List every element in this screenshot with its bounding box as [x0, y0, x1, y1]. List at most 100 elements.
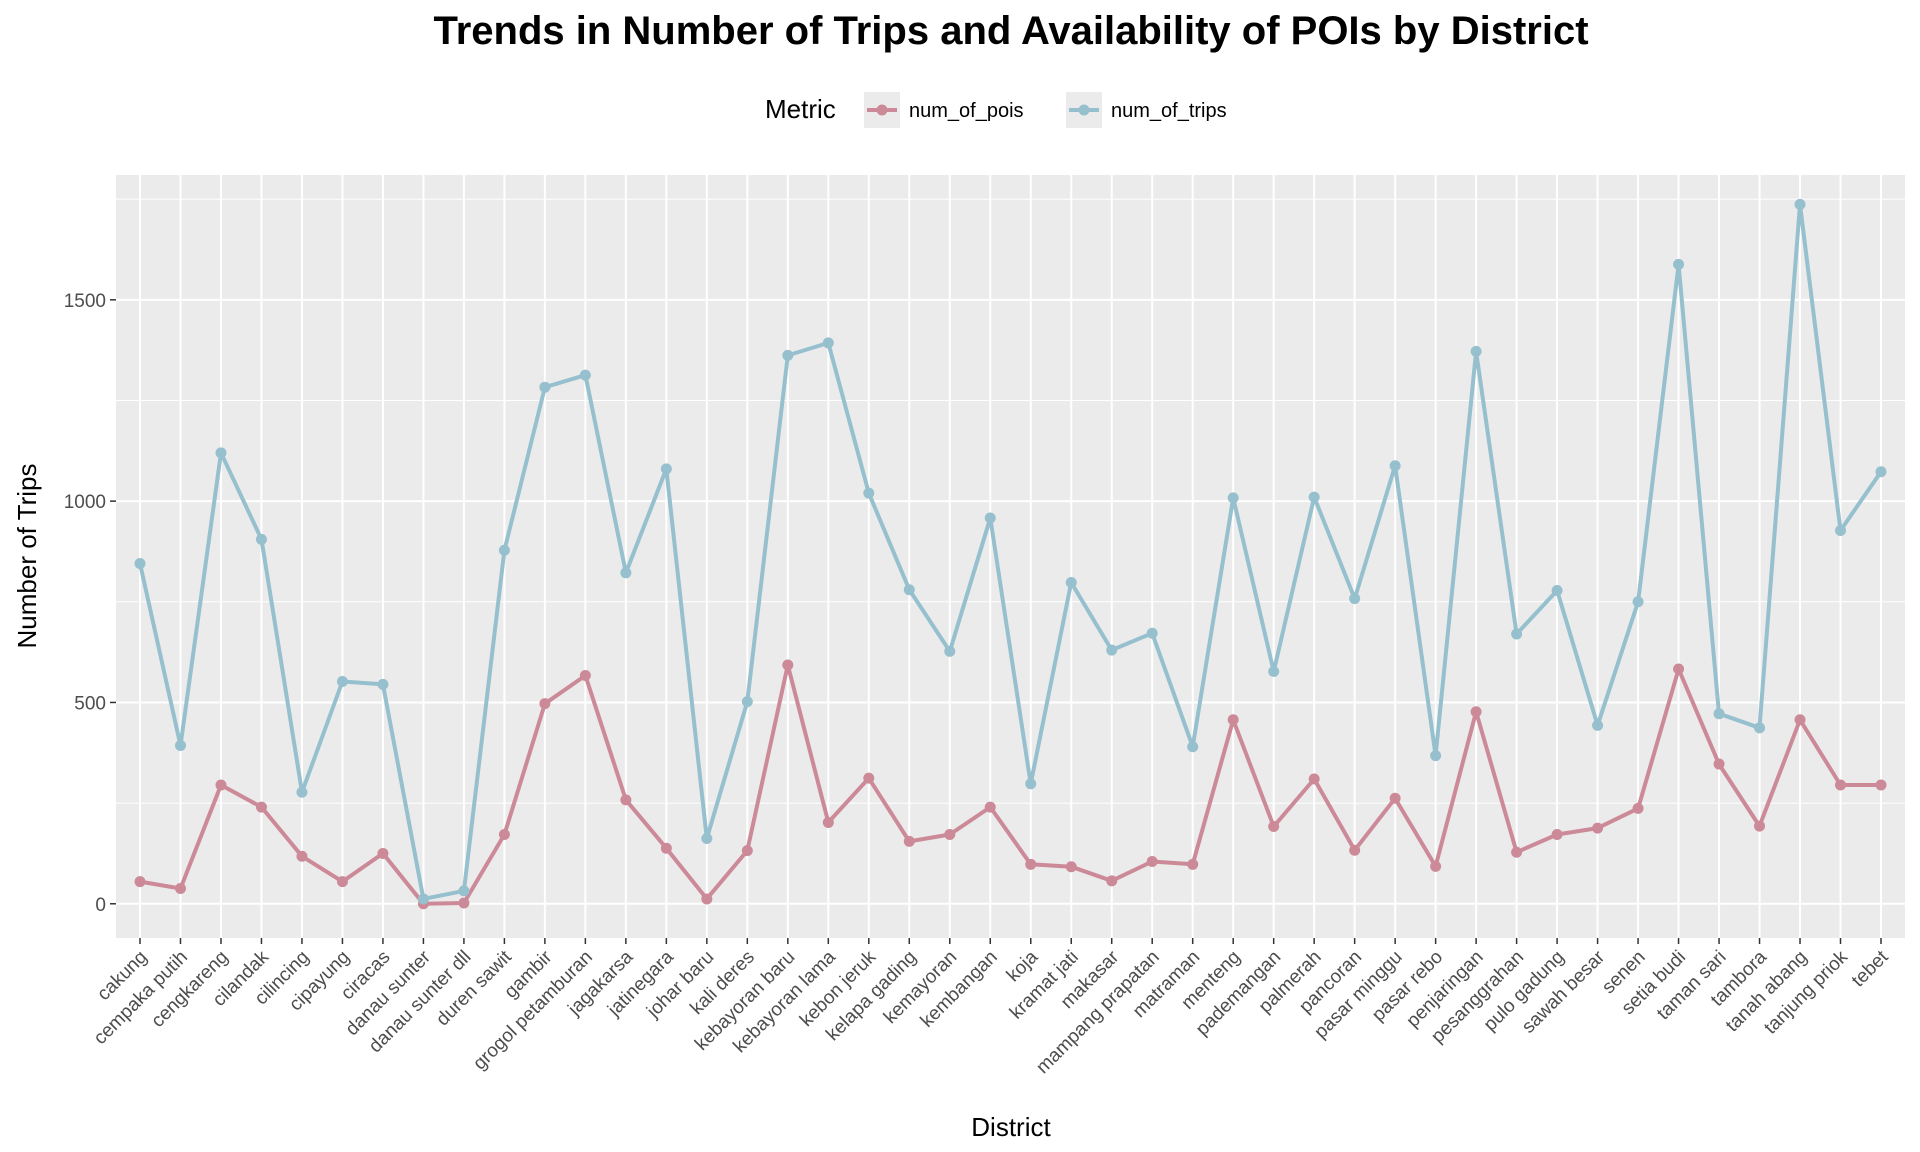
plot-panel [116, 175, 1905, 938]
data-point-num_of_trips [1632, 596, 1644, 608]
chart-title: Trends in Number of Trips and Availabili… [433, 9, 1588, 53]
y-tick-label: 500 [74, 693, 106, 714]
data-point-num_of_pois [660, 842, 672, 854]
data-point-num_of_pois [498, 829, 510, 841]
data-point-num_of_pois [1875, 779, 1887, 791]
data-point-num_of_pois [539, 698, 551, 710]
data-point-num_of_trips [1794, 198, 1806, 210]
data-point-num_of_trips [944, 645, 956, 657]
data-point-num_of_pois [1673, 663, 1685, 675]
data-point-num_of_trips [1430, 750, 1442, 762]
data-point-num_of_pois [134, 876, 146, 888]
data-point-num_of_pois [255, 801, 267, 813]
data-point-num_of_pois [1106, 875, 1118, 887]
data-point-num_of_trips [1308, 491, 1320, 503]
data-point-num_of_pois [1794, 714, 1806, 726]
data-point-num_of_trips [1146, 627, 1158, 639]
data-point-num_of_trips [539, 381, 551, 393]
data-point-num_of_pois [782, 659, 794, 671]
legend-key-point [1078, 104, 1090, 116]
data-point-num_of_trips [174, 740, 186, 752]
y-tick-label: 0 [95, 895, 106, 916]
data-point-num_of_trips [255, 533, 267, 545]
data-point-num_of_pois [1754, 820, 1766, 832]
data-point-num_of_trips [579, 369, 591, 381]
data-point-num_of_pois [1389, 792, 1401, 804]
legend-item-num_of_pois: num_of_pois [864, 92, 1024, 128]
data-point-num_of_pois [336, 876, 348, 888]
series-line-num_of_pois [138, 663, 1883, 906]
data-point-num_of_trips [1551, 585, 1563, 597]
data-point-num_of_pois [1430, 860, 1442, 872]
data-point-num_of_pois [1349, 844, 1361, 856]
data-point-num_of_pois [903, 835, 915, 847]
data-point-num_of_pois [741, 845, 753, 857]
y-axis-title: Number of Trips [12, 464, 42, 649]
data-point-num_of_pois [215, 779, 227, 791]
series-num_of_trips [134, 198, 1887, 905]
data-point-num_of_pois [296, 850, 308, 862]
data-point-num_of_pois [1025, 858, 1037, 870]
data-point-num_of_pois [377, 847, 389, 859]
data-point-num_of_pois [1146, 855, 1158, 867]
data-point-num_of_trips [1349, 593, 1361, 605]
data-point-num_of_trips [1754, 722, 1766, 734]
data-point-num_of_trips [1835, 525, 1847, 537]
data-point-num_of_trips [1106, 644, 1118, 656]
data-point-num_of_trips [1389, 460, 1401, 472]
data-point-num_of_pois [944, 829, 956, 841]
data-point-num_of_trips [1592, 719, 1604, 731]
data-point-num_of_trips [903, 584, 915, 596]
x-tick-label: tebet [1848, 946, 1893, 991]
data-point-num_of_trips [822, 337, 834, 349]
data-point-num_of_trips [1511, 628, 1523, 640]
data-point-num_of_trips [458, 885, 470, 897]
data-point-num_of_pois [174, 882, 186, 894]
data-point-num_of_trips [1673, 258, 1685, 270]
y-tick-label: 1000 [64, 492, 106, 513]
data-point-num_of_pois [1187, 858, 1199, 870]
data-point-num_of_trips [741, 696, 753, 708]
data-point-num_of_trips [782, 349, 794, 361]
y-tick-label: 1500 [64, 291, 106, 312]
data-point-num_of_pois [1227, 714, 1239, 726]
data-point-num_of_trips [701, 833, 713, 845]
legend-key-point [876, 104, 888, 116]
data-point-num_of_trips [660, 463, 672, 475]
data-point-num_of_trips [336, 676, 348, 688]
data-point-num_of_pois [579, 669, 591, 681]
data-point-num_of_pois [1308, 773, 1320, 785]
data-point-num_of_pois [1470, 706, 1482, 718]
data-point-num_of_trips [215, 447, 227, 459]
data-point-num_of_trips [134, 558, 146, 570]
data-point-num_of_trips [1713, 708, 1725, 720]
x-axis-title: District [971, 1112, 1051, 1142]
data-point-num_of_pois [822, 816, 834, 828]
data-point-num_of_trips [1025, 778, 1037, 790]
data-point-num_of_pois [1268, 820, 1280, 832]
data-point-num_of_pois [1065, 861, 1077, 873]
data-point-num_of_trips [377, 678, 389, 690]
data-point-num_of_pois [1551, 829, 1563, 841]
data-point-num_of_pois [620, 794, 632, 806]
data-point-num_of_pois [984, 801, 996, 813]
data-point-num_of_trips [1187, 741, 1199, 753]
data-point-num_of_trips [863, 487, 875, 499]
data-point-num_of_trips [1875, 466, 1887, 478]
data-point-num_of_pois [1835, 779, 1847, 791]
legend-title: Metric [765, 94, 836, 124]
series-num_of_pois [134, 659, 1887, 910]
data-point-num_of_trips [498, 544, 510, 556]
data-point-num_of_trips [984, 512, 996, 524]
series-line-num_of_trips [138, 202, 1883, 901]
data-point-num_of_pois [863, 772, 875, 784]
legend-item-num_of_trips: num_of_trips [1066, 92, 1227, 128]
legend-label: num_of_trips [1111, 100, 1227, 122]
data-point-num_of_pois [458, 897, 470, 909]
data-point-num_of_pois [701, 893, 713, 905]
data-point-num_of_trips [620, 567, 632, 579]
data-point-num_of_pois [1592, 822, 1604, 834]
data-point-num_of_trips [296, 786, 308, 798]
data-point-num_of_trips [1268, 665, 1280, 677]
